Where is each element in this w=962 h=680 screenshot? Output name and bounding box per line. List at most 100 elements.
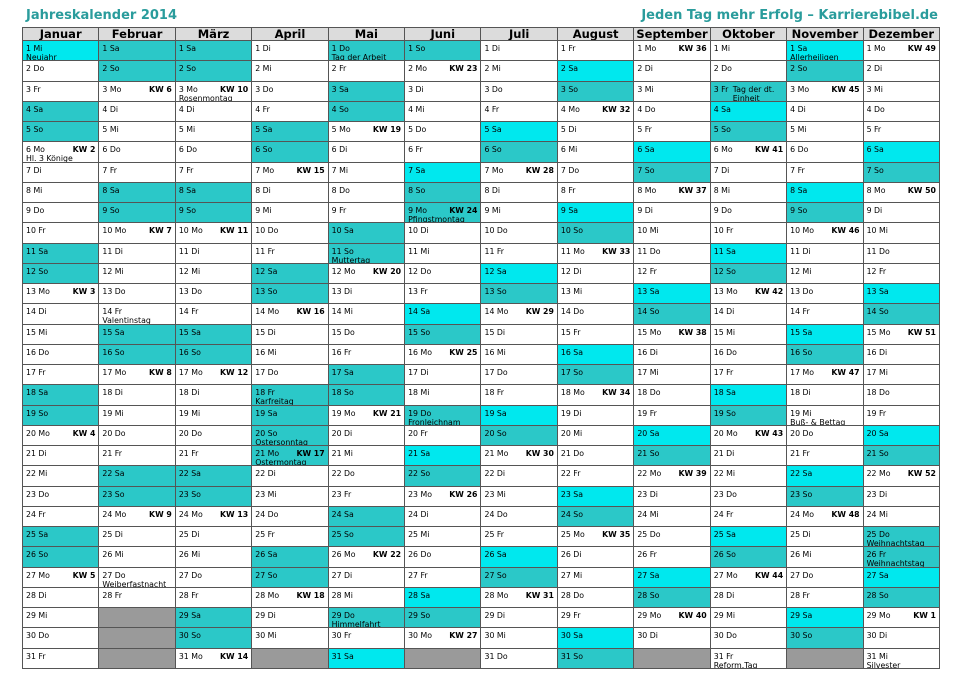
day-cell: 4 Fr [252, 101, 329, 123]
day-cell: 11 Do [863, 243, 940, 264]
day-label: 20 Mo [713, 428, 738, 438]
day-cell: 24 Mo KW 48 [787, 506, 864, 528]
day-label: 4 So [331, 104, 349, 114]
day-label: 12 Sa [484, 266, 507, 276]
day-cell: 7 So [634, 162, 711, 183]
day-label: 15 Mi [713, 327, 736, 337]
day-label: 20 Do [102, 428, 126, 438]
day-cell: 20 Sa [863, 425, 940, 447]
day-label: 5 Sa [484, 125, 502, 135]
day-cell: 17 Mi [863, 365, 940, 386]
day-label: 22 Di [484, 469, 506, 479]
day-label: 29 Mi [713, 611, 736, 621]
day-cell: 8 Mi [23, 182, 100, 204]
week-number: KW 46 [831, 226, 860, 236]
day-label: 17 Fr [26, 368, 46, 378]
day-label: 5 Fr [637, 125, 652, 135]
day-label: 21 Fr [790, 449, 810, 459]
day-label: 14 Mo [255, 307, 280, 317]
day-cell: 23 Mi [252, 486, 329, 507]
day-cell: 17 Sa [328, 365, 406, 386]
day-cell: 24 Sa [328, 506, 406, 528]
month-header: Januar [23, 28, 100, 41]
day-label: 24 Sa [331, 509, 354, 519]
day-label: 4 Mi [408, 104, 425, 114]
day-cell: 22 Mo KW 52 [863, 466, 940, 487]
day-label: 15 Fr [560, 327, 581, 337]
day-label: 26 Mi [102, 550, 124, 560]
day-label: 13 Mo [26, 287, 50, 297]
day-label: 9 Mi [255, 206, 272, 216]
day-cell: 3 Sa [328, 81, 406, 102]
day-cell: 25 Di [99, 527, 176, 548]
day-cell: 3 Mo KW 10 Rosenmontag [175, 81, 253, 102]
day-label: 24 Fr [713, 509, 734, 519]
holiday-label: Tag der dt. Einheit [732, 84, 775, 102]
week-number: KW 18 [296, 590, 325, 600]
day-cell: 13 Mo KW 3 [23, 284, 100, 305]
day-label: 27 Sa [637, 570, 660, 580]
month-header: September [634, 28, 711, 41]
day-label: 30 So [178, 631, 201, 641]
day-cell: 2 Di [863, 61, 940, 82]
day-cell: 22 Fr [557, 466, 635, 487]
day-label: 10 Sa [331, 226, 354, 236]
day-cell: 14 Di [710, 304, 788, 325]
day-cell: 8 Mo KW 50 [863, 182, 940, 204]
day-cell: 25 Fr [252, 527, 329, 548]
day-cell: 21 Fr [175, 446, 253, 467]
week-number: KW 47 [831, 368, 860, 378]
day-cell: 4 Do [634, 101, 711, 123]
day-cell: 27 Do [175, 567, 253, 588]
day-cell: 8 Do [328, 182, 406, 204]
day-label: 7 So [866, 165, 884, 175]
day-cell: 3 Mo KW 45 [787, 81, 864, 102]
day-cell: 1 Do Tag der Arbeit [328, 41, 406, 62]
week-number: KW 50 [907, 185, 936, 195]
day-label: 30 Sa [560, 631, 584, 641]
day-label: 2 Mi [484, 64, 501, 74]
day-label: 27 Do [102, 570, 126, 580]
day-label: 24 Di [408, 509, 429, 519]
day-cell: 19 So [23, 405, 100, 426]
day-label: 7 Fr [102, 165, 117, 175]
day-cell: 26 Mi [175, 547, 253, 568]
day-label: 12 Mo [331, 266, 356, 276]
day-cell: 15 Mi [710, 324, 788, 345]
day-label: 1 Di [255, 44, 271, 53]
day-cell: 22 So [405, 466, 482, 487]
day-cell: 1 Mo KW 49 [863, 41, 940, 62]
day-cell: 1 So [405, 41, 482, 62]
day-cell: 27 So [481, 567, 558, 588]
day-cell: 6 So [252, 142, 329, 163]
week-number: KW 51 [907, 327, 936, 337]
day-cell: 27 So [252, 567, 329, 588]
day-cell: 5 Di [557, 122, 635, 143]
day-cell: 19 Fr [634, 405, 711, 426]
day-label: 28 Do [560, 590, 585, 600]
day-cell: 27 Fr [405, 567, 482, 588]
empty-cell [99, 648, 176, 669]
empty-cell [99, 628, 176, 649]
day-label: 27 Di [331, 570, 353, 580]
day-cell: 12 So [23, 263, 100, 285]
day-cell: 24 Mo KW 9 [99, 506, 176, 528]
week-number: KW 29 [525, 307, 554, 317]
day-label: 24 So [560, 509, 584, 519]
day-label: 4 Do [866, 104, 885, 114]
day-cell: 16 Mi [252, 344, 329, 366]
day-cell: 14 Mo KW 16 [252, 304, 329, 325]
day-label: 16 So [178, 347, 201, 357]
day-cell: 9 So [787, 203, 864, 224]
day-cell: 7 Fr [175, 162, 253, 183]
day-label: 20 Mo [26, 428, 50, 438]
week-number: KW 22 [372, 550, 402, 560]
day-label: 26 Fr [866, 550, 887, 560]
week-number: KW 10 [220, 84, 249, 94]
day-cell: 12 Di [557, 263, 635, 285]
day-label: 2 Mo [408, 64, 428, 74]
day-cell: 13 Do [175, 284, 253, 305]
day-cell: 3 Mo KW 6 [99, 81, 176, 102]
day-label: 17 So [560, 368, 584, 378]
day-label: 21 Fr [102, 449, 122, 459]
